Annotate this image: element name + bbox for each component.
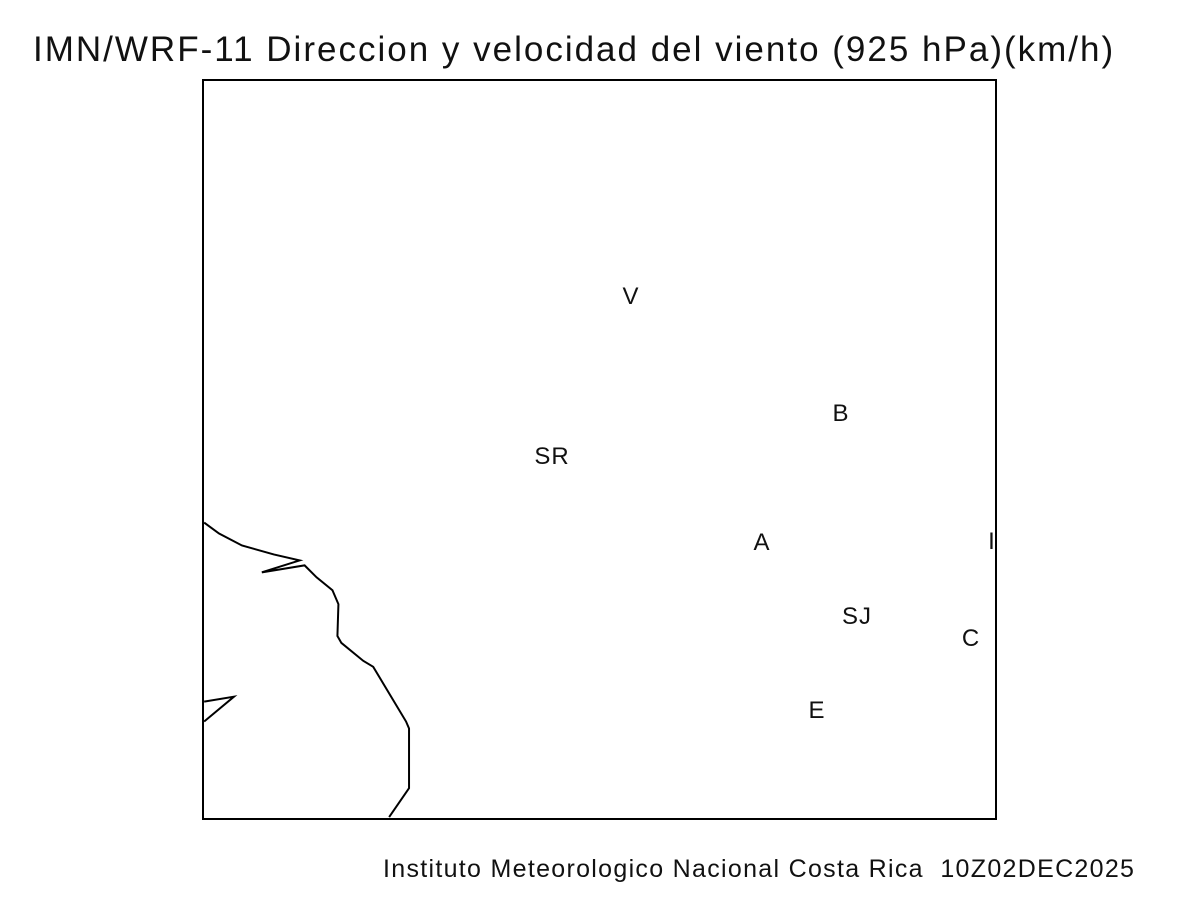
station-label-sr: SR	[534, 443, 570, 470]
map-frame: V B SR A I SJ C E	[202, 79, 997, 820]
coastline-path	[204, 521, 411, 818]
station-label-v: V	[622, 283, 640, 310]
footer-caption: Instituto Meteorologico Nacional Costa R…	[383, 855, 1136, 883]
station-label-i: I	[988, 528, 996, 555]
station-label-a: A	[753, 529, 771, 556]
station-label-sj: SJ	[841, 603, 873, 630]
page-title: IMN/WRF-11 Direccion y velocidad del vie…	[33, 30, 1116, 69]
station-label-b: B	[832, 400, 850, 427]
station-label-c: C	[961, 625, 981, 652]
peninsula-path	[204, 695, 238, 723]
coastline-svg	[204, 521, 411, 818]
station-label-e: E	[808, 697, 826, 724]
